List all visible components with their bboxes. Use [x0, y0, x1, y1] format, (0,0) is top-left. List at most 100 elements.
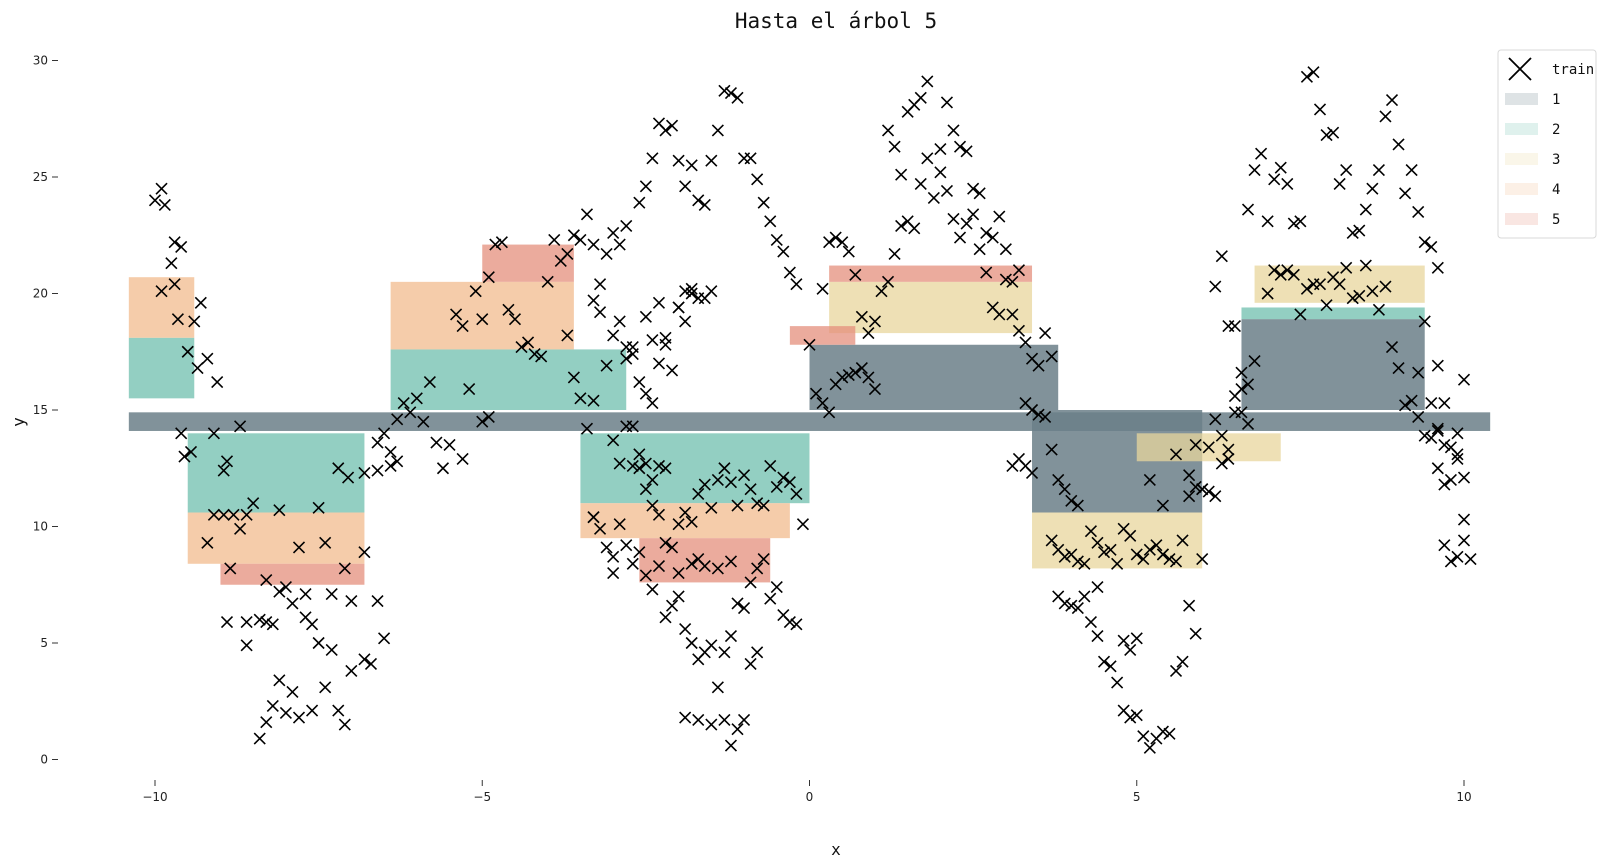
tree-band-2: [390, 349, 627, 410]
train-point: [895, 219, 908, 232]
train-point: [1431, 424, 1444, 438]
train-point: [1307, 66, 1320, 79]
tree-band-5: [789, 326, 856, 345]
train-point: [332, 704, 345, 717]
train-point: [450, 308, 463, 321]
train-point: [1084, 525, 1098, 538]
train-point: [685, 515, 698, 528]
train-point: [358, 653, 371, 666]
train-point: [1418, 429, 1431, 442]
train-point: [908, 222, 921, 235]
train-point: [1071, 601, 1084, 615]
train-point: [332, 462, 345, 475]
train-point: [777, 245, 790, 258]
train-point: [1124, 643, 1137, 657]
train-point: [1209, 490, 1222, 503]
train-point: [1143, 543, 1156, 556]
train-point: [1189, 627, 1202, 640]
train-point: [1202, 441, 1215, 454]
train-point: [731, 597, 744, 610]
train-point: [672, 301, 685, 314]
train-point: [639, 483, 652, 496]
train-point: [744, 576, 757, 589]
train-point: [1130, 709, 1143, 722]
train-point: [1039, 410, 1052, 424]
train-point: [476, 313, 489, 326]
train-point: [567, 229, 580, 242]
train-point: [705, 154, 718, 167]
tree-band-5: [482, 244, 574, 282]
train-point: [378, 427, 391, 440]
train-point: [659, 536, 672, 549]
train-point: [692, 194, 705, 207]
train-point: [574, 233, 587, 246]
train-point: [1372, 163, 1385, 177]
train-point: [476, 415, 489, 428]
y-tick-label: 10: [33, 520, 48, 534]
train-point: [1438, 396, 1451, 410]
train-point: [757, 553, 770, 566]
train-point: [613, 315, 626, 328]
train-point: [953, 231, 967, 244]
train-point: [790, 278, 803, 291]
train-point: [633, 546, 646, 559]
train-point: [391, 413, 404, 426]
train-point: [423, 375, 436, 389]
train-point: [561, 329, 574, 342]
train-point: [724, 87, 738, 100]
train-point: [1425, 240, 1438, 253]
train-point: [1235, 366, 1248, 379]
train-point: [217, 464, 230, 477]
legend-frame: [1497, 49, 1597, 239]
train-point: [724, 739, 738, 752]
train-point: [999, 273, 1012, 286]
train-point: [482, 410, 495, 424]
train-point: [1058, 597, 1071, 610]
train-point: [1058, 483, 1071, 496]
train-point: [1156, 548, 1169, 561]
train-point: [999, 243, 1012, 256]
train-point: [1268, 264, 1281, 277]
train-point: [1353, 224, 1366, 237]
train-point: [823, 406, 836, 419]
train-point: [744, 657, 757, 671]
train-point: [633, 196, 646, 209]
train-point: [1385, 341, 1399, 354]
train-point: [1045, 350, 1058, 363]
train-point: [836, 236, 849, 249]
train-point: [574, 392, 587, 405]
train-point: [1176, 655, 1189, 668]
train-point: [1294, 308, 1307, 321]
train-point: [456, 452, 469, 465]
tree-band-2: [187, 433, 365, 513]
train-point: [482, 271, 495, 284]
train-point: [986, 231, 999, 244]
train-point: [1412, 205, 1425, 219]
train-point: [659, 462, 672, 475]
train-point: [796, 518, 810, 531]
train-point: [757, 499, 770, 512]
train-point: [234, 522, 247, 535]
train-point: [1320, 299, 1333, 312]
train-point: [358, 546, 371, 559]
train-point: [1281, 177, 1294, 191]
train-point: [881, 275, 895, 288]
train-point: [184, 445, 198, 459]
y-tick-label: 30: [33, 54, 48, 68]
tree-band-4: [187, 512, 365, 564]
train-point: [960, 145, 973, 158]
train-point: [980, 266, 993, 279]
train-point: [1189, 480, 1202, 493]
train-point: [1274, 268, 1287, 281]
train-point: [456, 320, 469, 333]
train-point: [1366, 285, 1379, 298]
tree-band-3: [829, 281, 1033, 334]
train-point: [960, 217, 973, 230]
train-point: [1039, 327, 1052, 340]
train-point: [273, 674, 286, 687]
train-point: [1025, 466, 1039, 479]
train-point: [188, 315, 201, 328]
train-point: [620, 219, 633, 232]
train-point: [1065, 599, 1078, 612]
train-point: [711, 473, 724, 486]
